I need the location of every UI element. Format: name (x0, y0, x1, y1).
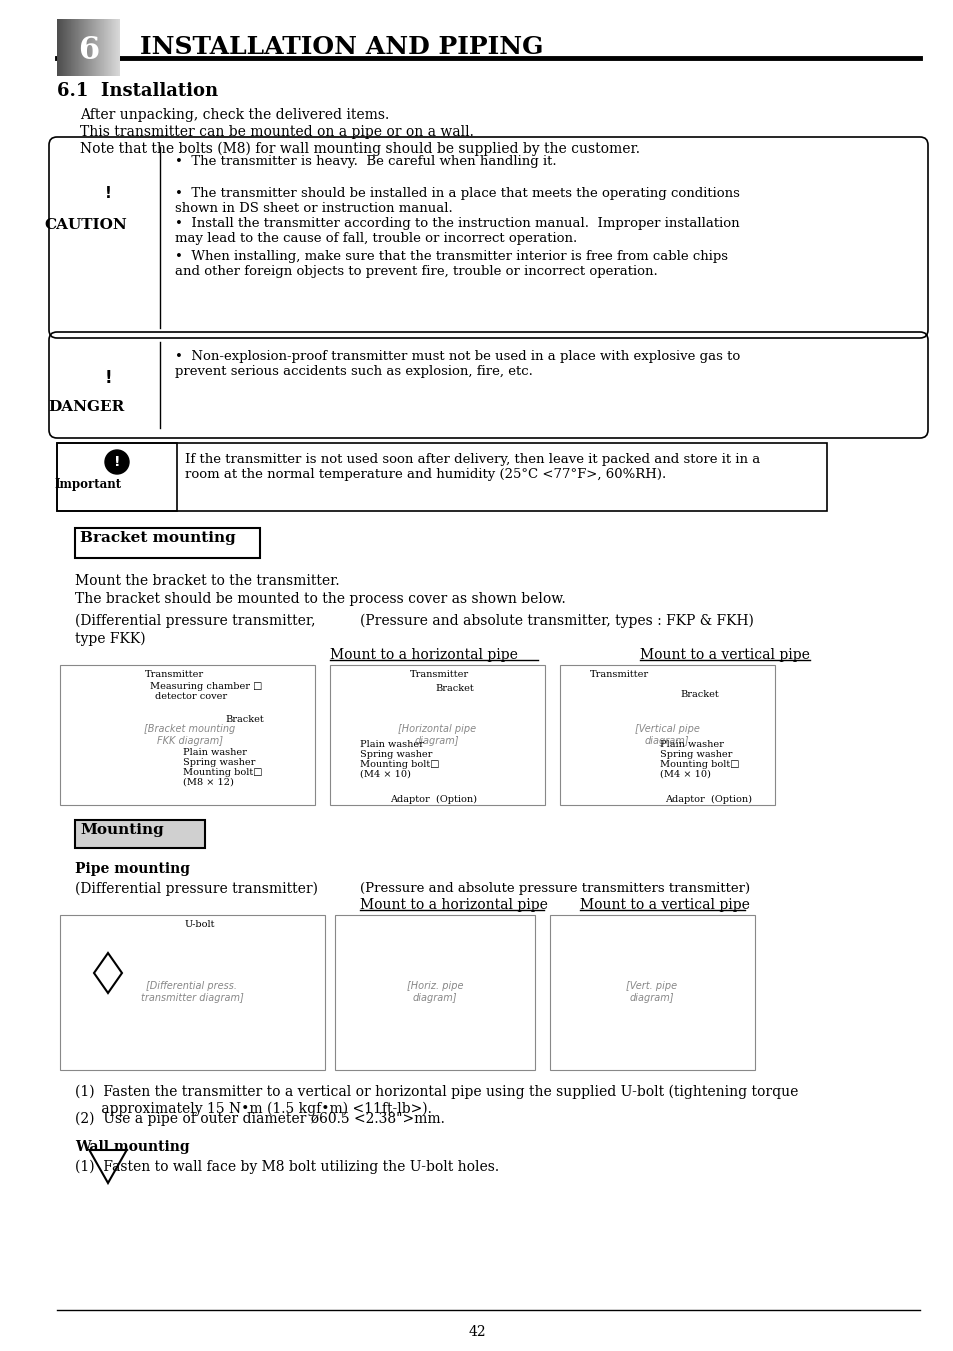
Text: After unpacking, check the delivered items.: After unpacking, check the delivered ite… (80, 108, 389, 122)
Text: !: ! (113, 455, 120, 469)
Text: CAUTION: CAUTION (45, 218, 128, 232)
Text: Spring washer: Spring washer (659, 750, 732, 759)
Text: INSTALLATION AND PIPING: INSTALLATION AND PIPING (140, 35, 543, 59)
Text: Note that the bolts (M8) for wall mounting should be supplied by the customer.: Note that the bolts (M8) for wall mounti… (80, 142, 639, 157)
Text: (Pressure and absolute pressure transmitters transmitter): (Pressure and absolute pressure transmit… (359, 882, 749, 894)
Text: Transmitter: Transmitter (589, 670, 648, 680)
Text: (Differential pressure transmitter): (Differential pressure transmitter) (75, 882, 317, 897)
Text: •  Install the transmitter according to the instruction manual.  Improper instal: • Install the transmitter according to t… (174, 218, 739, 245)
Bar (559, 665, 774, 805)
Text: Important: Important (54, 478, 121, 490)
Text: Mount to a horizontal pipe: Mount to a horizontal pipe (359, 898, 547, 912)
Text: The bracket should be mounted to the process cover as shown below.: The bracket should be mounted to the pro… (75, 592, 565, 607)
Text: [Horizontal pipe
diagram]: [Horizontal pipe diagram] (397, 724, 476, 746)
Text: !: ! (105, 186, 112, 201)
Bar (60, 665, 314, 805)
Bar (550, 915, 754, 1070)
Text: Pipe mounting: Pipe mounting (75, 862, 190, 875)
Bar (57, 443, 826, 511)
Text: [Vertical pipe
diagram]: [Vertical pipe diagram] (634, 724, 699, 746)
Text: Mount the bracket to the transmitter.: Mount the bracket to the transmitter. (75, 574, 339, 588)
Text: •  Non-explosion-proof transmitter must not be used in a place with explosive ga: • Non-explosion-proof transmitter must n… (174, 350, 740, 378)
Text: Mount to a vertical pipe: Mount to a vertical pipe (579, 898, 749, 912)
Text: 42: 42 (468, 1325, 485, 1339)
Bar (330, 665, 544, 805)
Text: [Differential press.
transmitter diagram]: [Differential press. transmitter diagram… (140, 981, 243, 1002)
Text: If the transmitter is not used soon after delivery, then leave it packed and sto: If the transmitter is not used soon afte… (185, 453, 760, 481)
Bar (75, 820, 205, 848)
Text: [Horiz. pipe
diagram]: [Horiz. pipe diagram] (406, 981, 463, 1002)
Text: (M4 × 10): (M4 × 10) (659, 770, 710, 780)
Text: Mounting: Mounting (80, 823, 164, 838)
Text: Plain washer: Plain washer (183, 748, 247, 757)
Text: (Differential pressure transmitter,: (Differential pressure transmitter, (75, 613, 315, 628)
Text: Mounting bolt□: Mounting bolt□ (359, 761, 439, 769)
Text: Wall mounting: Wall mounting (75, 1140, 190, 1154)
Text: This transmitter can be mounted on a pipe or on a wall.: This transmitter can be mounted on a pip… (80, 126, 474, 139)
Text: detector cover: detector cover (154, 692, 227, 701)
Text: •  When installing, make sure that the transmitter interior is free from cable c: • When installing, make sure that the tr… (174, 250, 727, 278)
Text: Transmitter: Transmitter (410, 670, 469, 680)
Text: U-bolt: U-bolt (185, 920, 215, 929)
Text: 6.1  Installation: 6.1 Installation (57, 82, 218, 100)
Text: 6: 6 (77, 35, 99, 66)
Text: Mount to a vertical pipe: Mount to a vertical pipe (639, 648, 809, 662)
Text: (1)  Fasten the transmitter to a vertical or horizontal pipe using the supplied : (1) Fasten the transmitter to a vertical… (75, 1085, 798, 1116)
Text: Adaptor  (Option): Adaptor (Option) (390, 794, 476, 804)
Text: Mounting bolt□: Mounting bolt□ (183, 767, 262, 777)
Text: Adaptor  (Option): Adaptor (Option) (664, 794, 751, 804)
Text: •  The transmitter should be installed in a place that meets the operating condi: • The transmitter should be installed in… (174, 186, 740, 215)
Text: type FKK): type FKK) (75, 632, 146, 646)
Bar (75, 528, 260, 558)
Text: (1)  Fasten to wall face by M8 bolt utilizing the U-bolt holes.: (1) Fasten to wall face by M8 bolt utili… (75, 1161, 498, 1174)
Text: Spring washer: Spring washer (183, 758, 255, 767)
Text: (2)  Use a pipe of outer diameter ø60.5 <2.38">mm.: (2) Use a pipe of outer diameter ø60.5 <… (75, 1112, 444, 1127)
Circle shape (105, 450, 129, 474)
Text: Transmitter: Transmitter (145, 670, 204, 680)
Text: Bracket mounting: Bracket mounting (80, 531, 235, 544)
Bar (335, 915, 535, 1070)
Text: (Pressure and absolute transmitter, types : FKP & FKH): (Pressure and absolute transmitter, type… (359, 613, 753, 628)
Text: Measuring chamber □: Measuring chamber □ (150, 682, 262, 690)
Text: Bracket: Bracket (679, 690, 718, 698)
Text: •  The transmitter is heavy.  Be careful when handling it.: • The transmitter is heavy. Be careful w… (174, 155, 556, 168)
Text: Bracket: Bracket (225, 715, 263, 724)
Text: Plain washer: Plain washer (359, 740, 423, 748)
Text: Mounting bolt□: Mounting bolt□ (659, 761, 739, 769)
Bar (57, 443, 177, 511)
Text: Spring washer: Spring washer (359, 750, 432, 759)
Text: [Bracket mounting
FKK diagram]: [Bracket mounting FKK diagram] (144, 724, 235, 746)
Text: !: ! (104, 369, 112, 386)
Text: (M4 × 10): (M4 × 10) (359, 770, 411, 780)
Text: Bracket: Bracket (435, 684, 474, 693)
Bar (60, 915, 325, 1070)
Text: DANGER: DANGER (48, 400, 124, 413)
Text: Mount to a horizontal pipe: Mount to a horizontal pipe (330, 648, 517, 662)
Text: [Vert. pipe
diagram]: [Vert. pipe diagram] (626, 981, 677, 1002)
Text: (M8 × 12): (M8 × 12) (183, 778, 233, 788)
Text: Plain washer: Plain washer (659, 740, 723, 748)
